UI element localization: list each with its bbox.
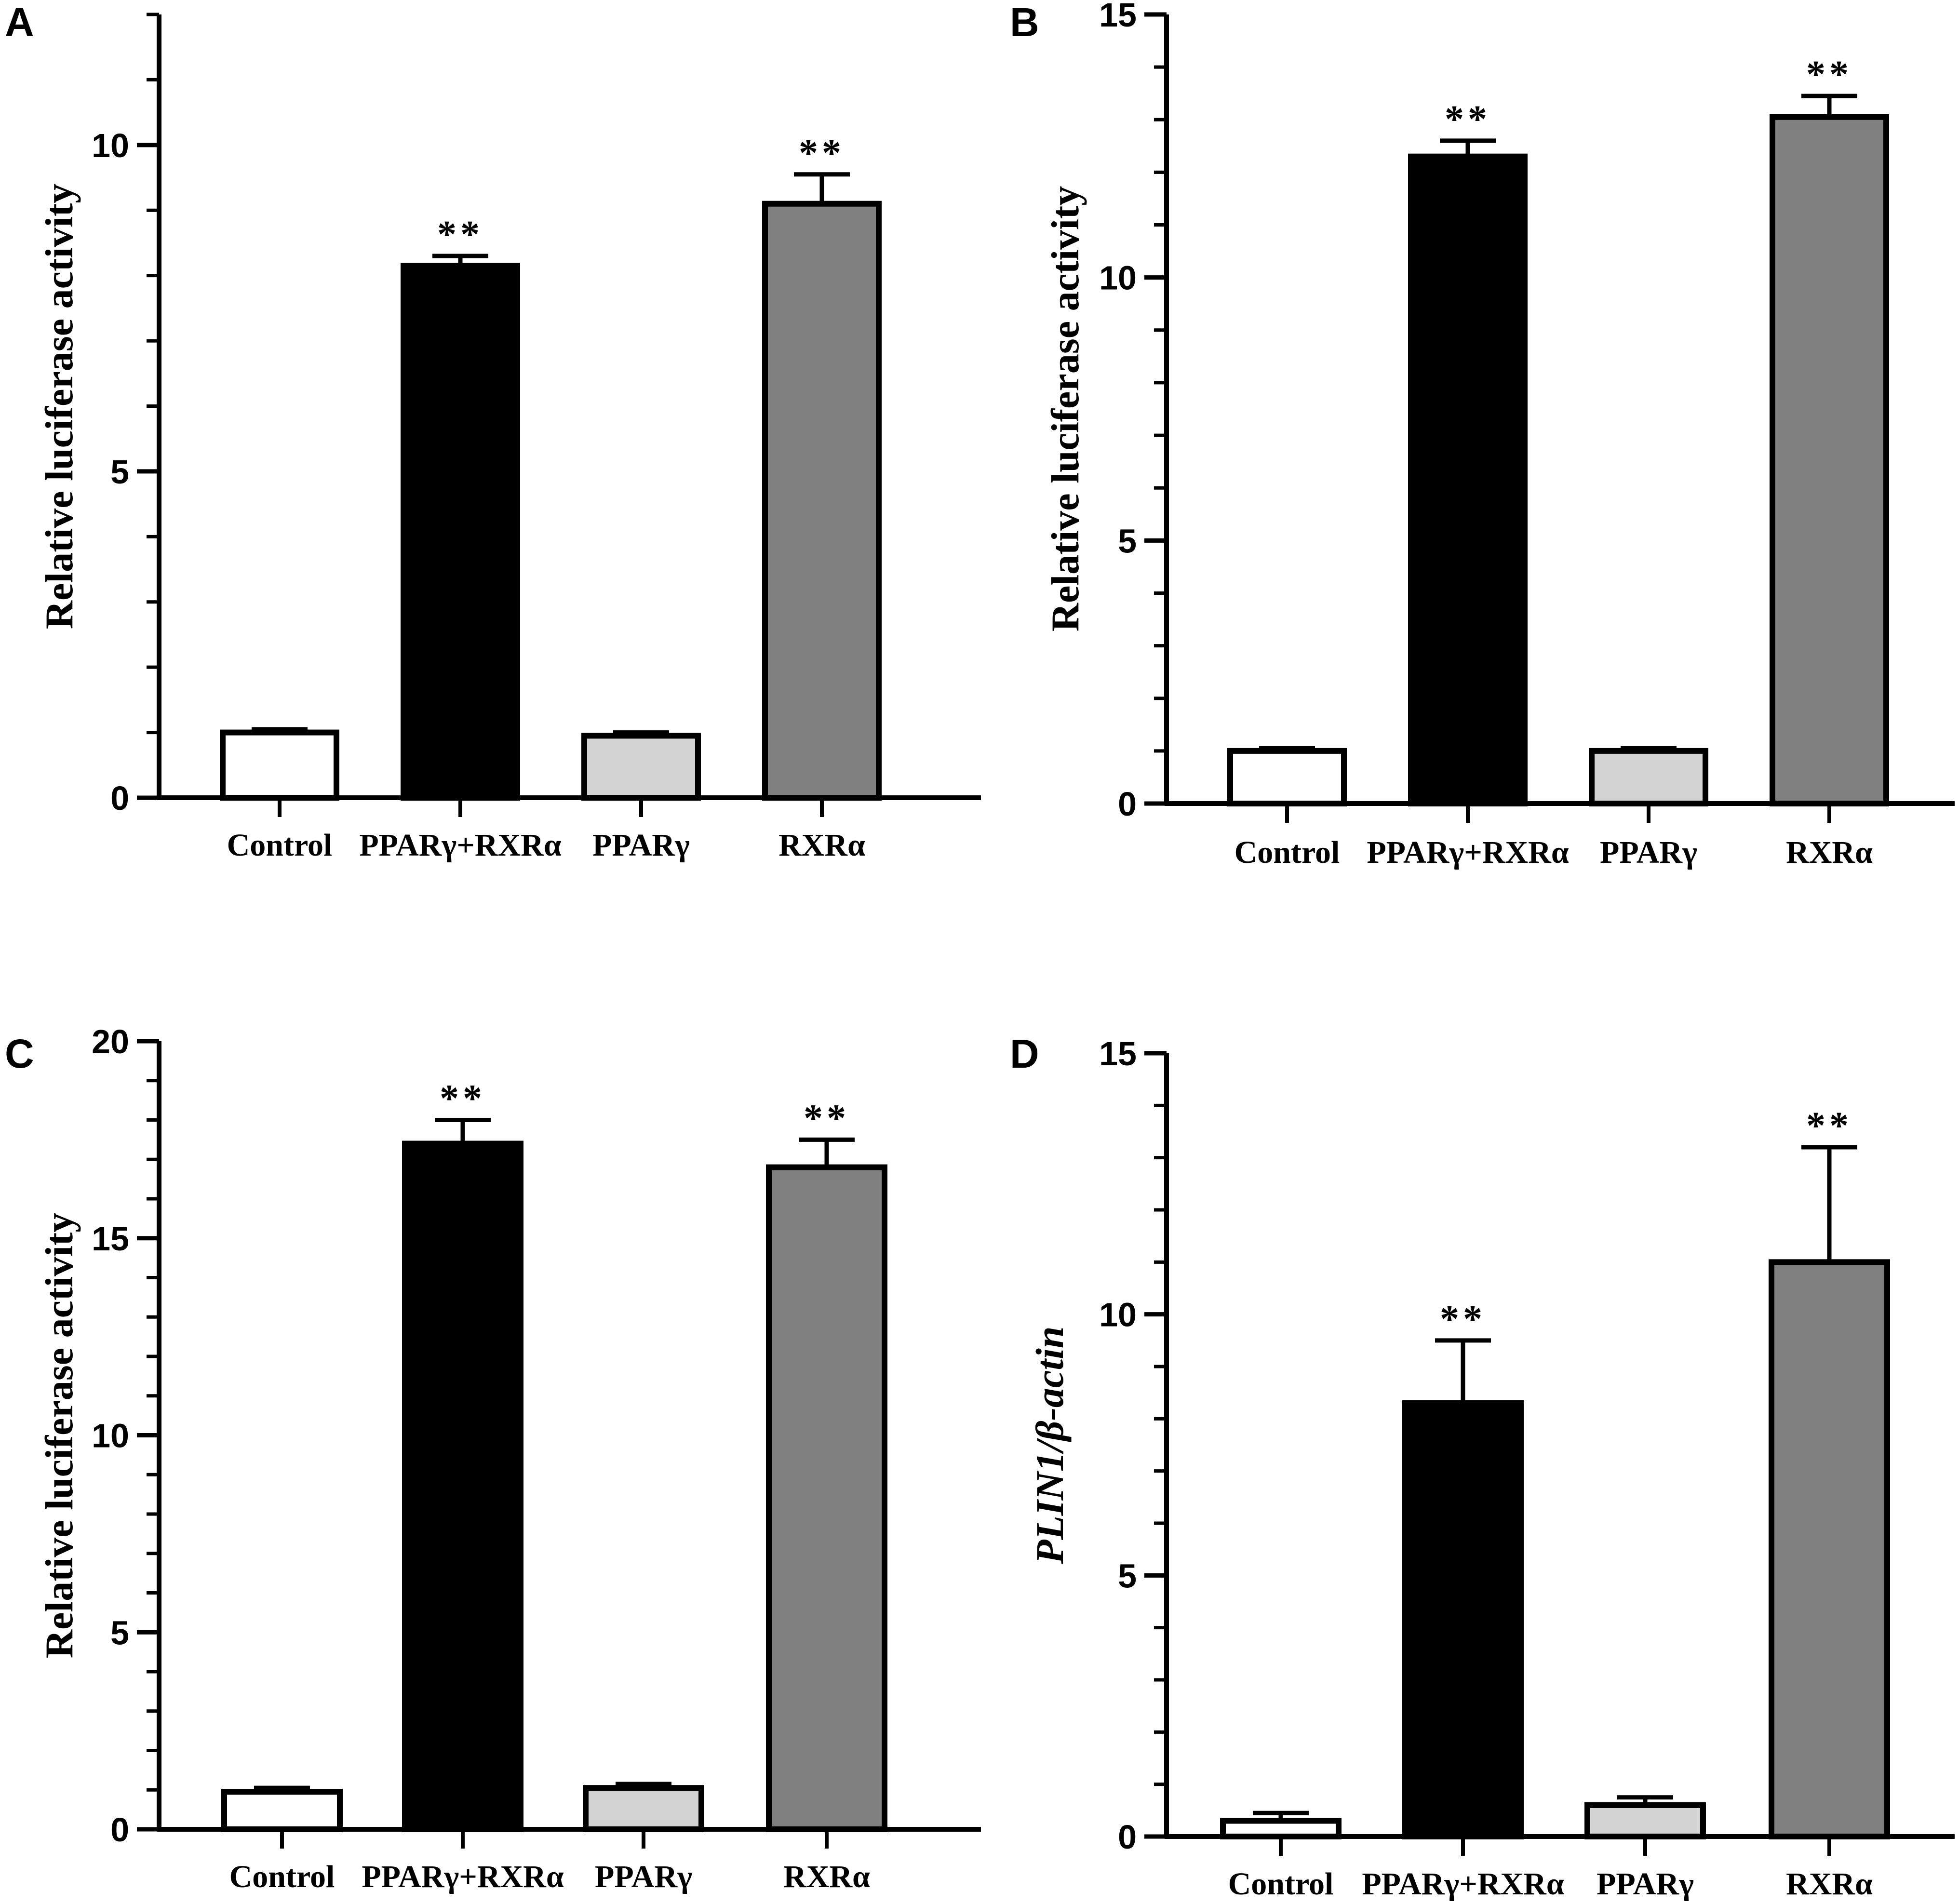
- significance-label: **: [799, 132, 845, 174]
- panel-letter: D: [1010, 1031, 1039, 1076]
- bar-ppar-rxr-: [402, 1140, 523, 1832]
- x-tick-label: PPARγ+RXRα: [1367, 835, 1569, 870]
- panel-letter: A: [5, 0, 34, 45]
- y-tick-label: 0: [110, 779, 129, 817]
- y-tick-label: 5: [110, 453, 129, 491]
- panel-letter: B: [1010, 0, 1039, 45]
- y-tick-label: 5: [1118, 522, 1137, 560]
- y-tick-label: 0: [1118, 1818, 1137, 1856]
- y-tick-label: 10: [92, 127, 129, 164]
- y-tick-label: 15: [92, 1220, 129, 1258]
- bar-ppar-: [583, 1785, 704, 1833]
- y-tick-label: 0: [110, 1811, 129, 1849]
- y-tick-label: 10: [92, 1417, 129, 1455]
- x-tick-label: PPARγ: [595, 1859, 692, 1894]
- y-tick-label: 10: [1099, 259, 1137, 297]
- x-tick-label: PPARγ: [592, 828, 690, 863]
- panel-letter: C: [5, 1031, 34, 1076]
- x-tick-label: PPARγ+RXRα: [1362, 1866, 1564, 1902]
- y-tick-label: 5: [110, 1614, 129, 1651]
- bar-rxr-: [766, 1164, 887, 1833]
- significance-label: **: [1806, 54, 1852, 96]
- bar-control: [221, 1789, 343, 1832]
- panel-a: A 0 5 10 Relative luciferase activity Control…: [5, 0, 981, 863]
- y-tick-label: 0: [1118, 785, 1137, 823]
- x-tick-label: RXRα: [778, 828, 865, 863]
- y-tick-label: 20: [92, 1023, 129, 1060]
- bar-control: [1227, 748, 1347, 807]
- significance-label: **: [1806, 1105, 1852, 1147]
- y-tick-label: 10: [1099, 1296, 1137, 1334]
- significance-label: **: [437, 214, 483, 256]
- x-tick-label: PPARγ: [1597, 1866, 1694, 1902]
- bar-ppar-rxr-: [401, 263, 520, 801]
- panel-b: B 0 5 10 15 Relative luciferase activity Contr…: [1010, 0, 1955, 870]
- x-tick-label: RXRα: [1786, 835, 1873, 870]
- x-tick-label: RXRα: [1786, 1866, 1873, 1902]
- bar-control: [1220, 1818, 1342, 1839]
- x-tick-label: PPARγ+RXRα: [362, 1859, 564, 1894]
- x-tick-label: RXRα: [783, 1859, 870, 1894]
- significance-label: **: [1440, 1298, 1486, 1341]
- panel-c: C 0 5 10 15 20 Relative luciferase activity Con…: [5, 1023, 981, 1894]
- x-tick-label: Control: [1234, 835, 1340, 870]
- bar-control: [220, 729, 339, 801]
- bar-ppar-: [581, 733, 701, 801]
- x-tick-label: Control: [227, 828, 333, 863]
- bar-ppar-: [1589, 748, 1708, 807]
- y-tick-label: 15: [1099, 0, 1137, 34]
- y-tick-label: 5: [1118, 1557, 1137, 1595]
- y-axis-title: Relative luciferase activity: [37, 184, 81, 629]
- bar-rxr-: [762, 201, 882, 801]
- bar-ppar-rxr-: [1408, 153, 1528, 806]
- y-axis-title: Relative luciferase activity: [37, 1213, 81, 1658]
- y-axis-title: PLIN1/β-actin: [1028, 1327, 1072, 1565]
- x-tick-label: Control: [1228, 1866, 1334, 1902]
- significance-label: **: [1445, 98, 1491, 141]
- x-tick-label: PPARγ: [1600, 835, 1697, 870]
- significance-label: **: [440, 1078, 486, 1120]
- bar-rxr-: [1770, 114, 1889, 806]
- x-tick-label: PPARγ+RXRα: [359, 828, 562, 863]
- significance-label: **: [804, 1097, 850, 1140]
- panel-d: D 0 5 10 15 PLIN1/β-actin Control PPARγ+RXRα ** P…: [1010, 1031, 1955, 1902]
- x-tick-label: Control: [229, 1859, 335, 1894]
- bar-ppar-rxr-: [1402, 1400, 1524, 1839]
- bar-rxr-: [1769, 1259, 1890, 1839]
- bar-ppar-: [1584, 1802, 1706, 1839]
- y-axis-title: Relative luciferase activity: [1043, 186, 1087, 631]
- y-tick-label: 15: [1099, 1035, 1137, 1073]
